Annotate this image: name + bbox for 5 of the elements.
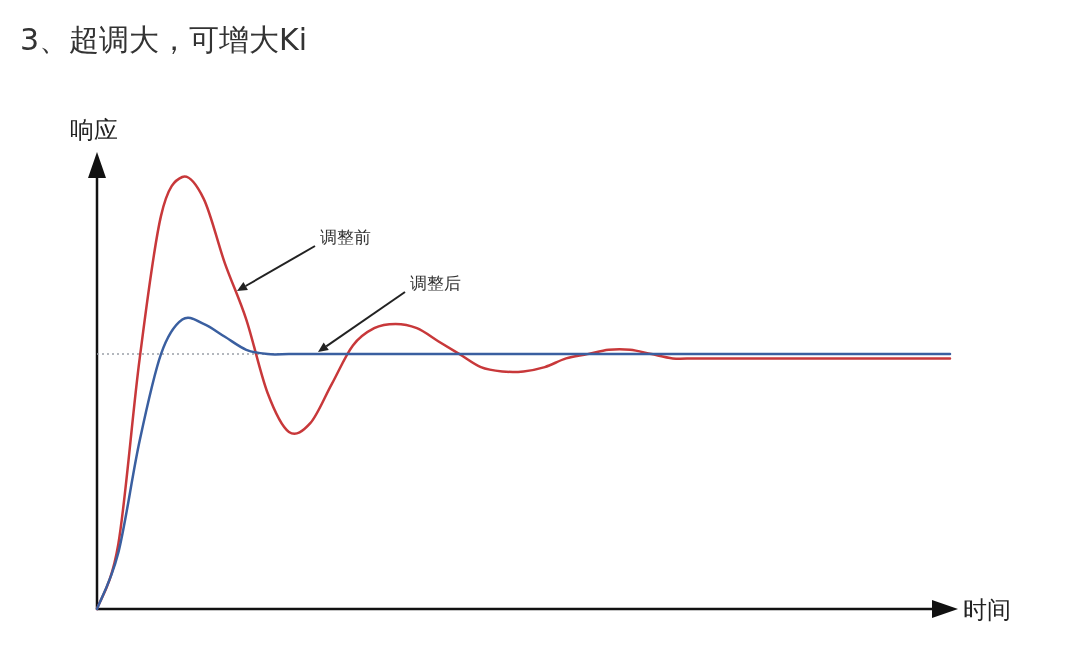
annotation: 调整后 bbox=[410, 273, 461, 293]
chart-title: 3、超调大，可增大Ki bbox=[20, 22, 308, 57]
y-axis-title: 响应 bbox=[70, 116, 118, 144]
x-axis-title: 时间 bbox=[963, 596, 1011, 624]
annotation: 调整前 bbox=[320, 227, 371, 247]
